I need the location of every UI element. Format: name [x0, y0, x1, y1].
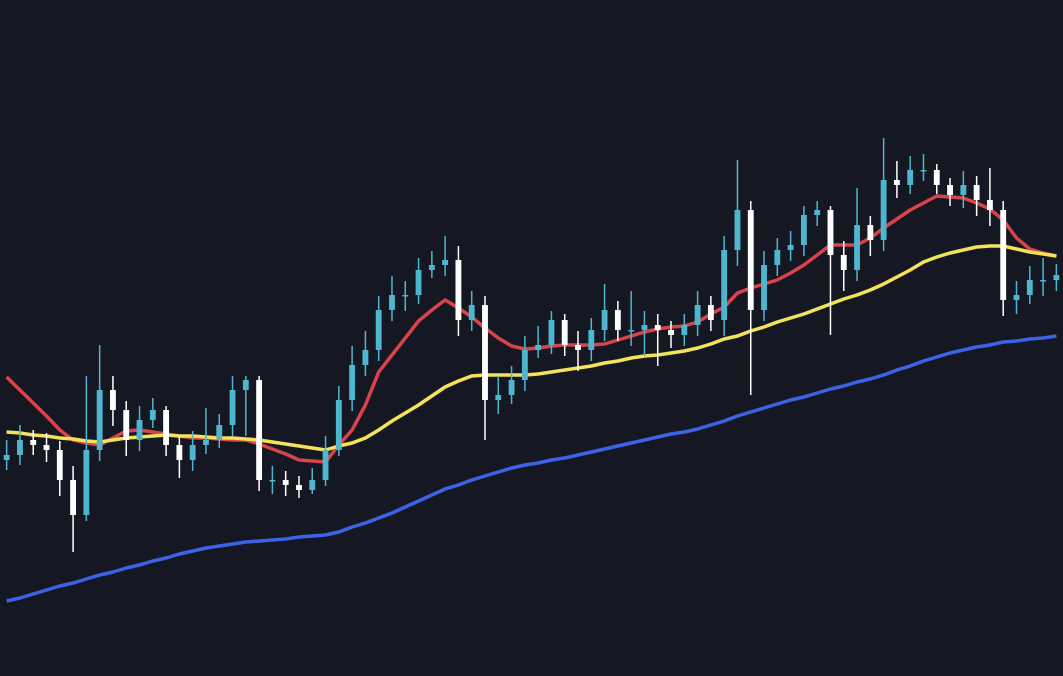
candle-body: [335, 400, 342, 450]
candle-body: [893, 180, 900, 185]
candle-body: [1040, 280, 1046, 282]
candle-body: [628, 330, 635, 332]
candle-body: [761, 265, 767, 310]
candle-body: [402, 295, 409, 297]
moving-average: [6, 334, 1057, 603]
candle-body: [1013, 295, 1020, 300]
candle-body: [43, 445, 50, 450]
candle-body: [601, 310, 608, 330]
candle-body: [641, 325, 648, 330]
candle-body: [83, 450, 90, 515]
candle-body: [203, 440, 209, 445]
candle-body: [880, 180, 887, 240]
candle-body: [269, 480, 276, 482]
moving-average: [6, 244, 1057, 452]
candle-body: [920, 170, 927, 172]
candle-body: [282, 480, 289, 485]
candle-body: [322, 450, 329, 480]
candle-body: [840, 255, 847, 270]
candle-body: [947, 185, 953, 195]
candle-body: [149, 410, 156, 420]
candle-body: [508, 380, 515, 395]
candle-body: [575, 345, 581, 350]
candle-body: [216, 425, 223, 440]
candle-body: [1000, 210, 1007, 300]
candle-body: [535, 345, 542, 350]
candle-body: [814, 210, 821, 215]
candle-body: [189, 445, 196, 460]
candle-body: [3, 455, 10, 460]
candle-body: [654, 325, 661, 330]
candle-body: [309, 480, 316, 490]
candle-body: [1026, 280, 1033, 295]
candle-body: [960, 185, 967, 195]
candle-body: [30, 440, 37, 445]
candle-body: [163, 410, 170, 445]
candle-body: [96, 390, 103, 450]
candle-body: [349, 365, 356, 400]
candle-body: [854, 225, 860, 270]
candle-body: [455, 260, 462, 320]
candle-body: [707, 305, 714, 320]
candle-body: [694, 305, 701, 325]
candle-body: [800, 215, 807, 245]
candle-body: [548, 320, 555, 345]
candle-body: [681, 325, 688, 335]
candle-body: [1053, 275, 1060, 280]
candle-body: [907, 170, 914, 185]
candle-body: [136, 420, 143, 440]
candle-body: [428, 265, 435, 270]
candle-body: [588, 330, 595, 350]
candle-body: [668, 330, 674, 335]
candle-body: [734, 210, 741, 250]
candle-body: [176, 445, 183, 460]
candle-body: [867, 225, 874, 240]
candle-body: [787, 245, 794, 250]
candle-body: [933, 170, 940, 185]
candle-body: [468, 305, 475, 320]
candle-body: [229, 390, 236, 425]
candle-body: [389, 295, 395, 310]
candle-body: [521, 350, 528, 380]
candle-body: [242, 380, 249, 390]
candle-body: [17, 440, 23, 455]
candle-body: [415, 270, 422, 295]
candle-body: [296, 485, 302, 490]
candle-body: [362, 350, 369, 365]
candle-body: [110, 390, 116, 410]
candle-body: [442, 260, 449, 265]
candle-body: [70, 480, 77, 515]
candle-body: [561, 320, 568, 345]
candle-body: [482, 305, 488, 400]
candle-body: [614, 310, 621, 330]
candle-body: [721, 250, 728, 320]
candle-body: [774, 250, 781, 265]
candle-body: [256, 380, 263, 480]
candle-body: [747, 210, 754, 310]
candle-body: [986, 200, 993, 210]
candle-body: [56, 450, 63, 480]
candle-body: [495, 395, 502, 400]
candle-body: [973, 185, 980, 200]
candle-body: [827, 210, 834, 255]
candle-body: [375, 310, 382, 350]
candle-body: [123, 410, 130, 440]
